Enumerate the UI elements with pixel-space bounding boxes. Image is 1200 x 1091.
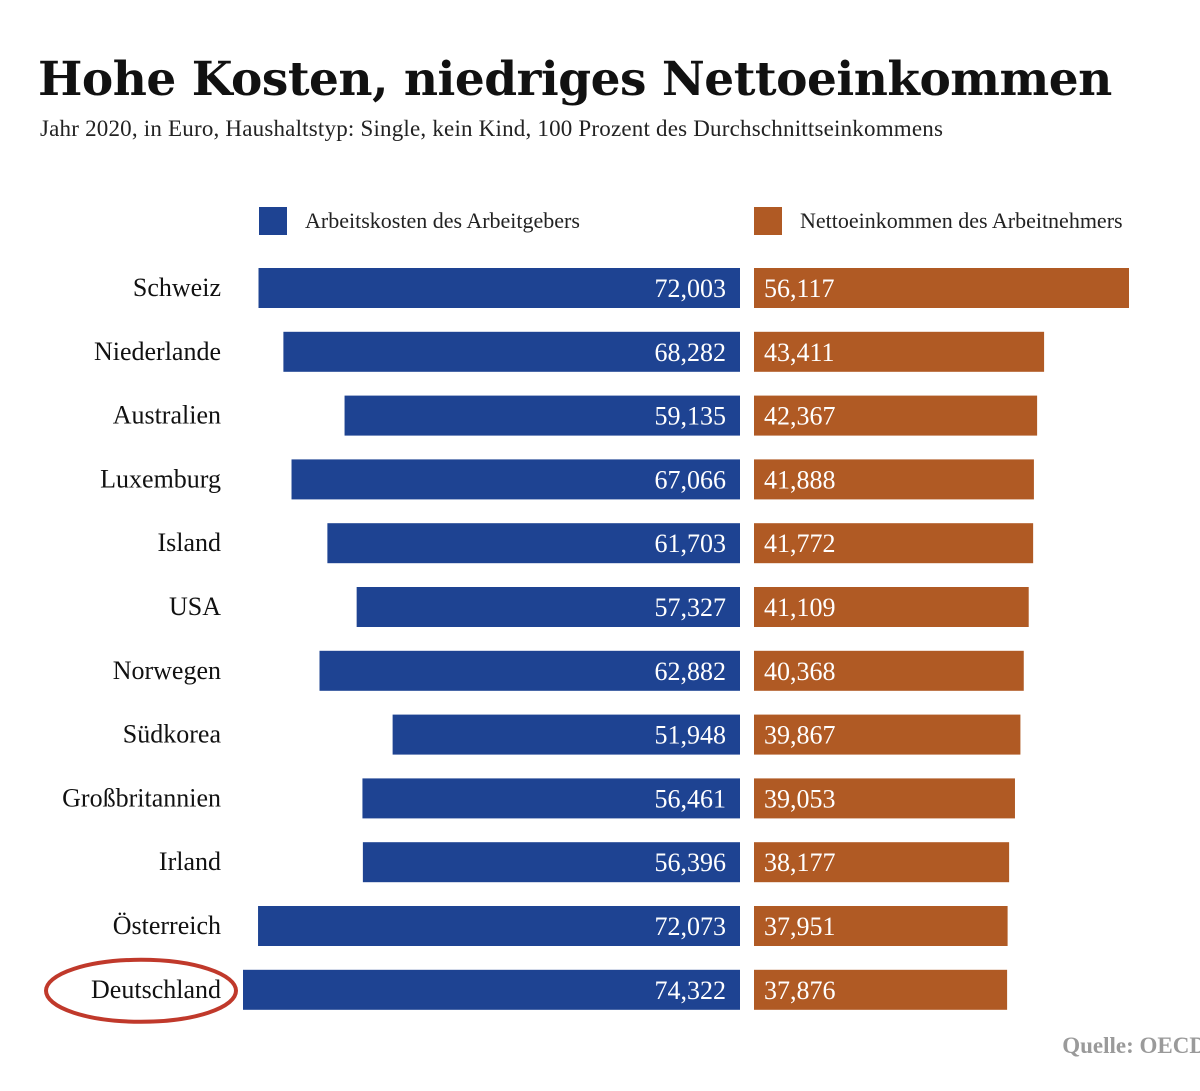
bar-arbeitskosten-suedkorea: [392, 714, 740, 755]
bar-arbeitskosten-schweiz: [258, 268, 740, 308]
bar-arbeitskosten-luxemburg: [291, 459, 740, 500]
value-label-nettoeinkommen-island: 41,772: [764, 529, 836, 558]
category-label-niederlande: Niederlande: [94, 337, 221, 366]
bar-arbeitskosten-niederlande: [283, 331, 740, 372]
value-label-nettoeinkommen-suedkorea: 39,867: [764, 721, 836, 750]
bar-arbeitskosten-deutschland: [243, 969, 740, 1010]
value-label-nettoeinkommen-usa: 41,109: [764, 593, 836, 622]
category-label-grossbritannien: Großbritannien: [62, 783, 221, 812]
value-label-arbeitskosten-niederlande: 68,282: [655, 338, 727, 367]
bar-arbeitskosten-island: [327, 523, 740, 564]
value-label-arbeitskosten-norwegen: 62,882: [655, 657, 727, 686]
value-label-nettoeinkommen-deutschland: 37,876: [764, 976, 836, 1005]
category-label-luxemburg: Luxemburg: [100, 464, 221, 493]
bar-nettoeinkommen-irland: [754, 842, 1010, 883]
value-label-arbeitskosten-schweiz: 72,003: [655, 274, 727, 303]
category-label-usa: USA: [169, 592, 221, 621]
category-label-irland: Irland: [159, 847, 221, 876]
value-label-arbeitskosten-suedkorea: 51,948: [655, 721, 727, 750]
bar-arbeitskosten-usa: [356, 587, 740, 627]
legend-item-nettoeinkommen: Nettoeinkommen des Arbeitnehmers: [754, 206, 1123, 236]
bar-nettoeinkommen-suedkorea: [754, 714, 1021, 755]
value-label-nettoeinkommen-norwegen: 40,368: [764, 657, 836, 686]
value-label-arbeitskosten-island: 61,703: [655, 529, 727, 558]
category-label-island: Island: [157, 528, 221, 557]
bar-nettoeinkommen-island: [754, 523, 1034, 564]
chart-title: Hohe Kosten, niedriges Nettoeinkommen: [38, 52, 1112, 107]
value-label-arbeitskosten-deutschland: 74,322: [655, 976, 727, 1005]
bar-nettoeinkommen-luxemburg: [754, 459, 1034, 500]
value-label-arbeitskosten-irland: 56,396: [655, 848, 727, 877]
value-label-nettoeinkommen-australien: 42,367: [764, 402, 836, 431]
bar-arbeitskosten-grossbritannien: [362, 778, 740, 819]
bar-nettoeinkommen-niederlande: [754, 331, 1045, 372]
value-label-arbeitskosten-australien: 59,135: [655, 402, 727, 431]
value-label-arbeitskosten-luxemburg: 67,066: [655, 465, 727, 494]
bar-arbeitskosten-norwegen: [319, 650, 740, 691]
bar-nettoeinkommen-australien: [754, 395, 1038, 436]
category-label-schweiz: Schweiz: [133, 273, 221, 302]
bar-nettoeinkommen-schweiz: [754, 268, 1129, 308]
value-label-nettoeinkommen-schweiz: 56,117: [764, 274, 835, 303]
bar-nettoeinkommen-oesterreich: [754, 906, 1008, 946]
bar-arbeitskosten-oesterreich: [258, 906, 740, 946]
value-label-nettoeinkommen-luxemburg: 41,888: [764, 465, 836, 494]
legend-label-arbeitskosten: Arbeitskosten des Arbeitgebers: [305, 208, 580, 233]
legend-swatch-nettoeinkommen: [754, 207, 782, 235]
legend-label-nettoeinkommen: Nettoeinkommen des Arbeitnehmers: [800, 208, 1123, 233]
bar-arbeitskosten-irland: [362, 842, 740, 883]
category-label-norwegen: Norwegen: [113, 656, 221, 685]
value-label-nettoeinkommen-grossbritannien: 39,053: [764, 784, 836, 813]
bar-arbeitskosten-australien: [344, 395, 740, 436]
category-label-suedkorea: Südkorea: [123, 720, 222, 749]
legend-swatch-arbeitskosten: [259, 207, 287, 235]
bar-nettoeinkommen-deutschland: [754, 969, 1008, 1010]
bar-nettoeinkommen-grossbritannien: [754, 778, 1015, 819]
chart-subtitle: Jahr 2020, in Euro, Haushaltstyp: Single…: [40, 116, 944, 141]
bar-nettoeinkommen-usa: [754, 587, 1029, 627]
value-label-arbeitskosten-grossbritannien: 56,461: [655, 784, 727, 813]
highlight-ellipse: [44, 957, 238, 1024]
value-label-nettoeinkommen-niederlande: 43,411: [764, 338, 835, 367]
source-note: Quelle: OECD: [1062, 1033, 1200, 1058]
value-label-arbeitskosten-usa: 57,327: [655, 593, 727, 622]
value-label-nettoeinkommen-oesterreich: 37,951: [764, 912, 836, 941]
category-label-deutschland: Deutschland: [91, 975, 221, 1004]
legend-item-arbeitskosten: Arbeitskosten des Arbeitgebers: [259, 206, 580, 236]
bar-nettoeinkommen-norwegen: [754, 650, 1024, 691]
value-label-nettoeinkommen-irland: 38,177: [764, 848, 836, 877]
category-label-oesterreich: Österreich: [113, 911, 221, 940]
category-label-australien: Australien: [113, 401, 221, 430]
value-label-arbeitskosten-oesterreich: 72,073: [655, 912, 727, 941]
